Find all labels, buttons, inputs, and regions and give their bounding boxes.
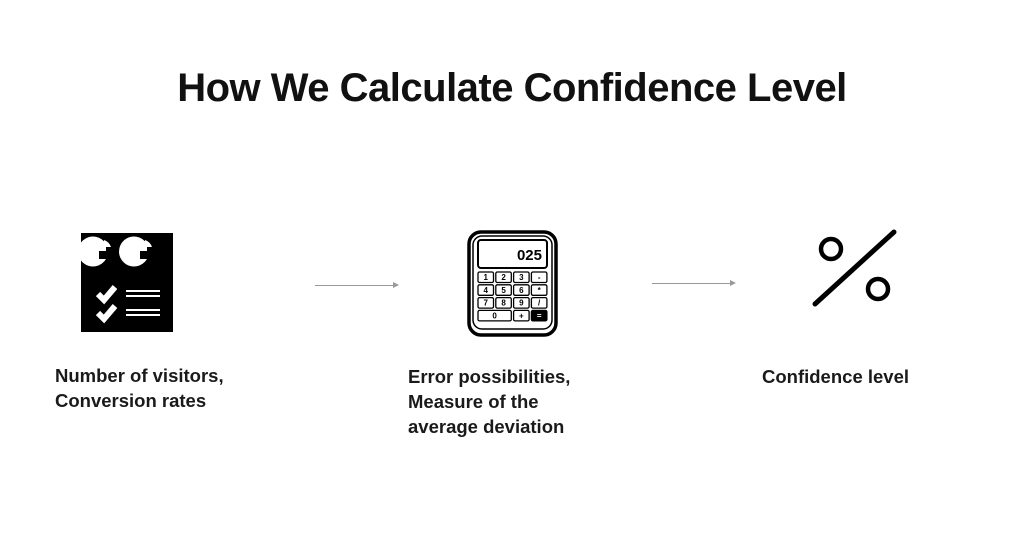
calculator-key <box>495 296 512 309</box>
calculator-key <box>512 284 530 296</box>
label-line: average deviation <box>408 416 565 437</box>
label-line: Measure of the <box>408 391 539 412</box>
calculator-key <box>495 284 512 296</box>
calculator-key-label: 2 <box>501 273 506 282</box>
calculator-display: 025 <box>517 247 542 264</box>
calculator-key <box>477 296 495 309</box>
calculator-key <box>530 284 548 296</box>
calculator-key <box>512 309 530 322</box>
calculator-key <box>477 309 512 322</box>
label-line: Error possibilities, <box>408 366 571 387</box>
step-label-calculation: Error possibilities, Measure of the aver… <box>408 364 570 439</box>
calculator-key <box>530 296 548 309</box>
page-title: How We Calculate Confidence Level <box>177 66 847 110</box>
step-label-result: Confidence level <box>762 364 909 389</box>
calculator-key-label: * <box>538 286 542 295</box>
calculator-key <box>477 271 495 284</box>
calculator-key-label: + <box>519 311 524 320</box>
label-line: Confidence level <box>762 366 910 387</box>
calculator-key <box>530 271 548 284</box>
calculator-key-label: 5 <box>501 286 506 295</box>
calculator-key <box>512 271 530 284</box>
calculator-key-label: 0 <box>492 311 497 320</box>
label-line: Number of visitors, <box>55 365 224 386</box>
calculator-key-label: 7 <box>484 299 489 308</box>
calculator-key-label: = <box>537 311 542 320</box>
percent-icon <box>812 229 897 307</box>
calculator-key <box>477 284 495 296</box>
calculator-key-label: 6 <box>519 286 524 295</box>
calculator-key <box>512 296 530 309</box>
calculator-key-label: 9 <box>519 299 524 308</box>
calculator-icon: 025 1 2 3 - 4 5 6 * 7 8 9 / 0 + = <box>467 230 558 337</box>
calculator-key <box>530 309 548 322</box>
calculator-key-label: 3 <box>519 273 524 282</box>
calculator-key-label: 1 <box>484 273 489 282</box>
calculator-key-label: 8 <box>501 299 506 308</box>
arrow-connector <box>315 282 399 288</box>
calculator-key-label: 4 <box>484 286 489 295</box>
calculator-key-label: - <box>538 273 541 282</box>
report-chart-checklist-icon <box>81 233 173 332</box>
calculator-key-label: / <box>538 299 541 308</box>
step-label-inputs: Number of visitors, Conversion rates <box>55 363 224 413</box>
label-line: Conversion rates <box>55 390 207 411</box>
arrow-connector <box>652 280 736 286</box>
calculator-key <box>495 271 512 284</box>
